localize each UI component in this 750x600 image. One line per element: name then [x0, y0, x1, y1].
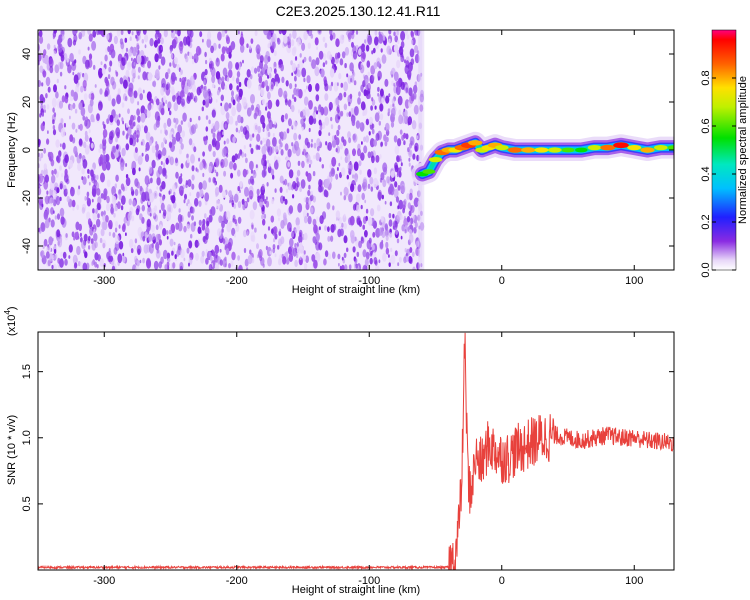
ridge-point [613, 142, 629, 149]
snr-line [38, 332, 674, 570]
x-tick-label: 0 [499, 575, 505, 587]
y-tick-label: 0.5 [21, 496, 33, 511]
spectrogram-x-label: Height of straight line (km) [292, 284, 420, 296]
snr-scale-note: (x104) [3, 306, 18, 336]
colorbar-tick-label: 0.0 [700, 262, 712, 277]
snr-x-axis: -300 -200 -100 0 100 [93, 332, 643, 587]
ridge-point [468, 140, 483, 146]
ridge-point [600, 144, 616, 151]
colorbar: 0.0 0.2 0.4 0.6 0.8 Normalized spectral ampl… [700, 29, 749, 278]
signal-ridge [411, 131, 674, 185]
x-tick-label: -200 [226, 275, 248, 287]
snr-panel: -300 -200 -100 0 100 0.5 1.0 1.5 Height of str… [3, 306, 675, 596]
ridge-point [548, 147, 562, 153]
y-tick-label: 1.5 [21, 364, 33, 379]
spectrogram-y-label: Frequency (Hz) [6, 112, 18, 188]
ridge-point [667, 145, 674, 150]
y-tick-label: 1.0 [21, 430, 33, 445]
ridge-point [428, 157, 443, 163]
colorbar-tick-label: 0.6 [700, 118, 712, 133]
svg-text:(x104): (x104) [3, 306, 18, 336]
x-tick-label: 0 [499, 275, 505, 287]
spectrogram-x-axis: -300 -200 -100 0 100 [93, 30, 643, 287]
ridge-point [587, 145, 602, 151]
ridge-point [654, 145, 668, 151]
colorbar-label: Normalized spectral amplitude [737, 76, 749, 224]
colorbar-tick-label: 0.4 [700, 166, 712, 181]
snr-y-axis: 0.5 1.0 1.5 [21, 364, 674, 512]
ridge-point [640, 147, 655, 153]
ridge-point [495, 145, 509, 151]
snr-plot-area [38, 332, 674, 570]
y-tick-label: -20 [21, 190, 33, 206]
snr-scale-exponent: 4 [3, 310, 12, 315]
x-tick-label: -200 [226, 575, 248, 587]
colorbar-gradient [711, 29, 737, 271]
colorbar-tick-label: 0.2 [700, 214, 712, 229]
noise-region [38, 30, 425, 270]
snr-x-label: Height of straight line (km) [292, 584, 420, 596]
ridge-point [575, 147, 588, 153]
figure-title: C2E3.2025.130.12.41.R11 [276, 3, 441, 19]
colorbar-tick-label: 0.8 [700, 70, 712, 85]
spectrogram-y-axis: -40 -20 0 20 40 [21, 48, 674, 254]
ridge-point [422, 169, 436, 175]
snr-line-series [38, 332, 674, 570]
y-tick-label: -40 [21, 238, 33, 254]
ridge-point [507, 147, 523, 153]
colorbar-ticks: 0.0 0.2 0.4 0.6 0.8 [700, 70, 736, 278]
y-tick-label: 20 [21, 96, 33, 108]
y-tick-label: 0 [21, 147, 33, 153]
ridge-point [521, 147, 536, 153]
x-tick-label: 100 [625, 275, 643, 287]
x-tick-label: -100 [358, 275, 380, 287]
snr-frame [37, 331, 675, 571]
ridge-point [534, 147, 549, 153]
x-tick-label: -300 [93, 275, 115, 287]
snr-scale-prefix: (x10 [6, 315, 18, 336]
snr-y-label: SNR (10 * v/v) [6, 415, 18, 485]
ridge-point [627, 145, 642, 151]
x-tick-label: 100 [625, 575, 643, 587]
y-tick-label: 40 [21, 48, 33, 60]
x-tick-label: -300 [93, 575, 115, 587]
x-tick-label: -100 [358, 575, 380, 587]
ridge-point [561, 147, 575, 153]
